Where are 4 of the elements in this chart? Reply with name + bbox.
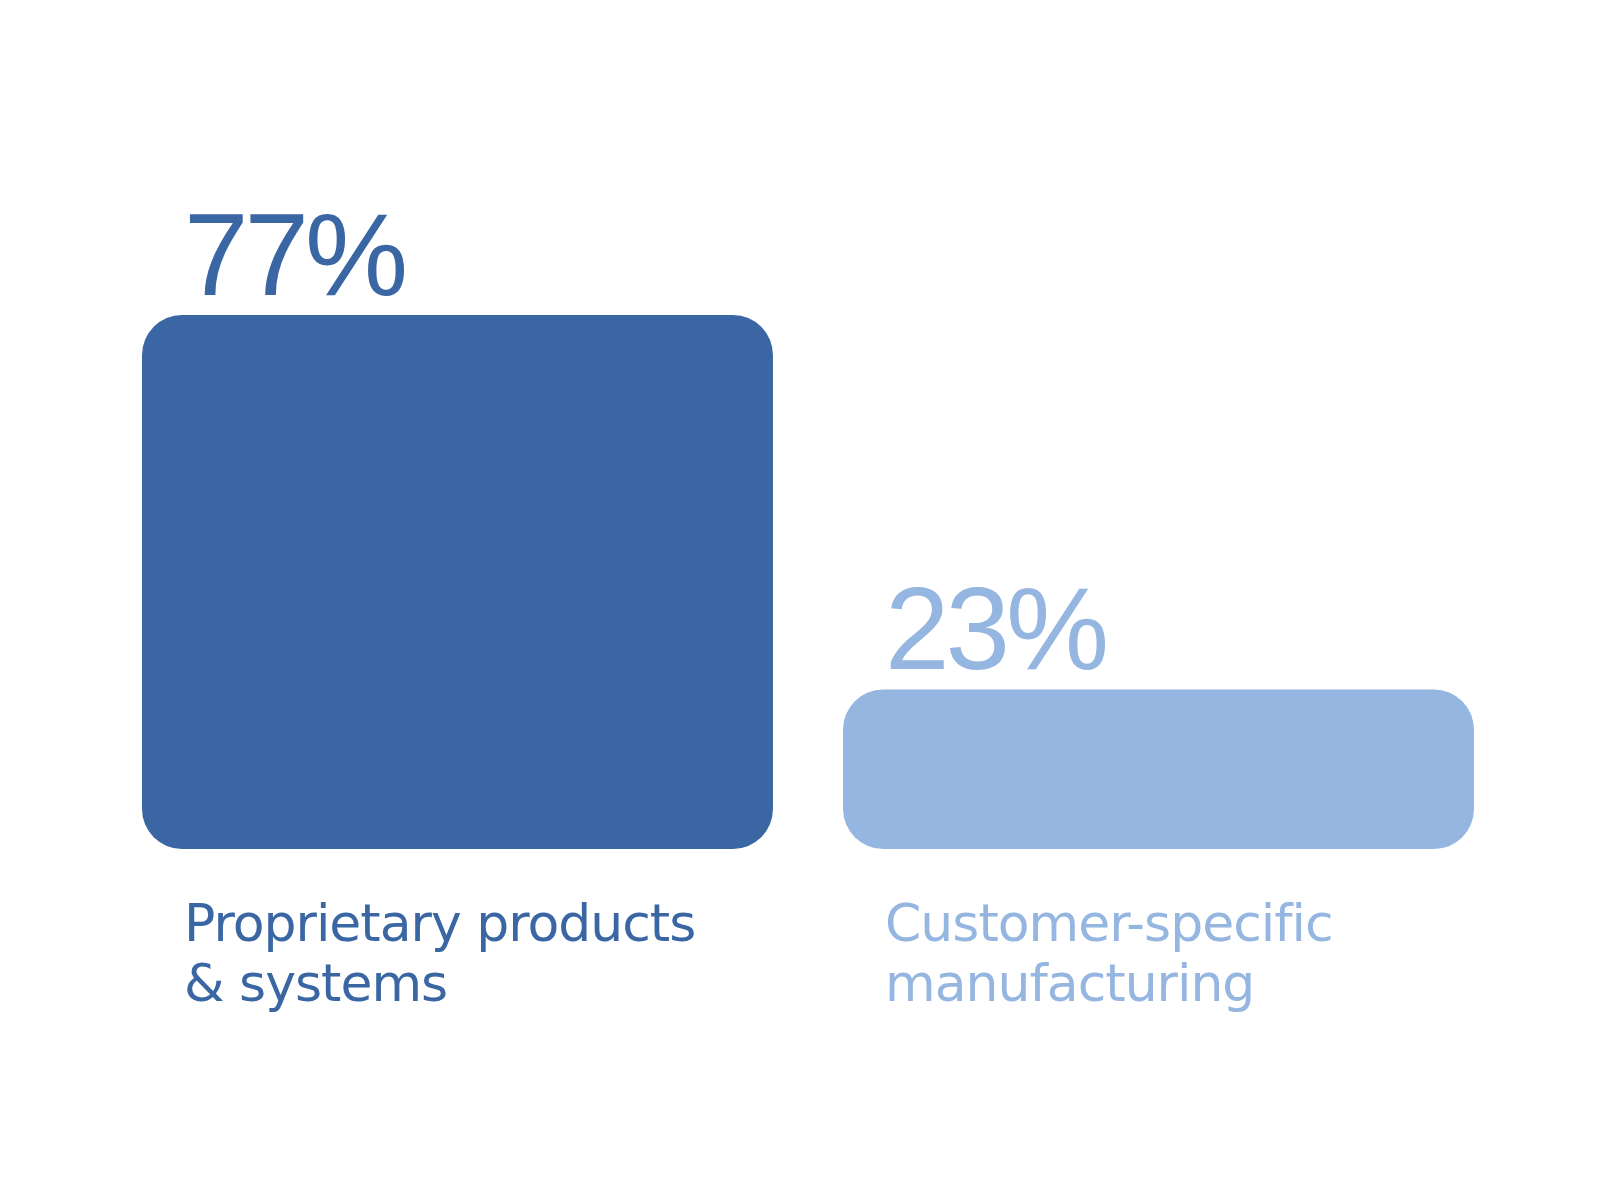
x-tick-label: Customer-specific manufacturing	[885, 893, 1333, 1013]
data-label: 23%	[885, 564, 1107, 695]
data-label: 77%	[184, 190, 406, 320]
x-tick-label: Proprietary products & systems	[184, 893, 696, 1013]
